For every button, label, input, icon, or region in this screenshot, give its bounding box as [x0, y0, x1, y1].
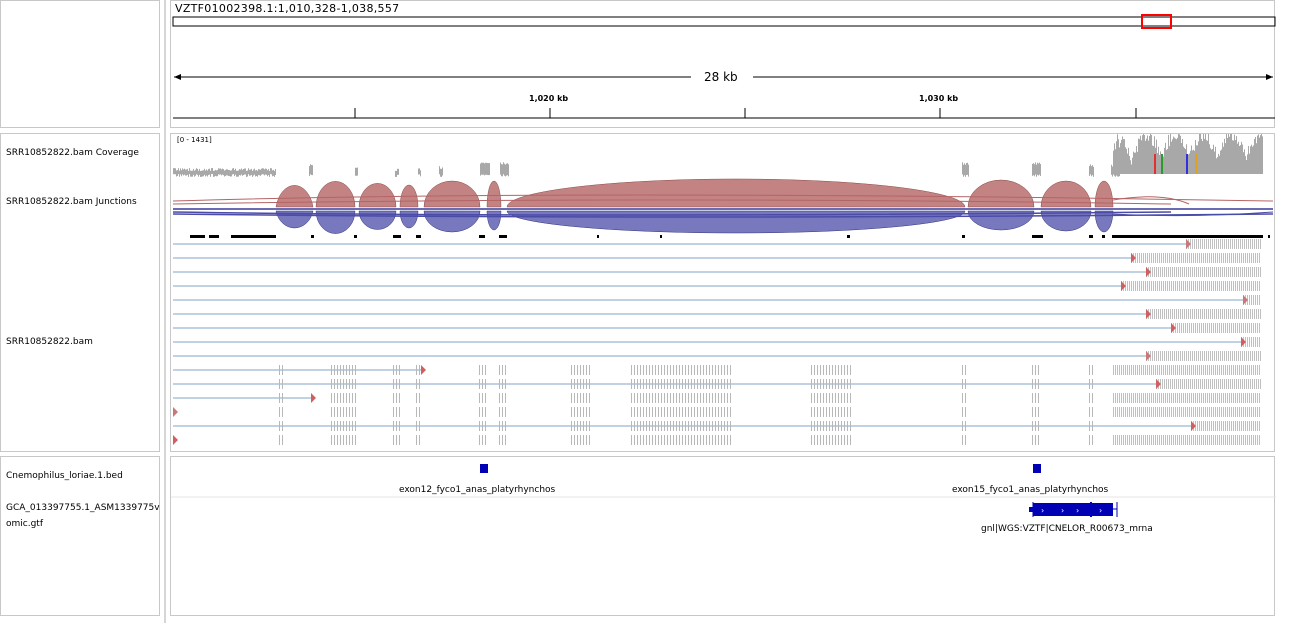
junction-arc-plus	[507, 179, 965, 207]
bed-feature-label-exon15: exon15_fyco1_anas_platyrhynchos	[952, 485, 1108, 495]
gtf-track-name-line2[interactable]: omic.gtf	[6, 519, 43, 529]
junction-arc-plus	[968, 180, 1034, 207]
bed-feature-exon15	[1033, 464, 1041, 473]
junction-arc-plus	[487, 181, 501, 207]
junction-arcs	[173, 179, 1273, 234]
ruler-graphics	[171, 1, 1276, 129]
feature-data-panel[interactable]: › › › › exon12_fyco1_anas_platyrhynchos …	[170, 456, 1275, 616]
ruler-panel: VZTF01002398.1:1,010,328-1,038,557 28 kb…	[170, 0, 1275, 128]
junction-arc-minus	[400, 211, 418, 228]
svg-text:›: ›	[1099, 506, 1102, 515]
panel-divider[interactable]	[164, 0, 166, 623]
feature-graphics: › › › ›	[171, 457, 1276, 617]
downsampled-intervals	[190, 235, 1270, 238]
junction-arc-plus	[359, 183, 396, 207]
junction-arc-minus	[487, 211, 501, 230]
feature-name-panel: Cnemophilus_loriae.1.bed GCA_013397755.1…	[0, 456, 160, 616]
gtf-track-name-line1[interactable]: GCA_013397755.1_ASM1339775v	[6, 503, 160, 513]
bed-track-name[interactable]: Cnemophilus_loriae.1.bed	[6, 471, 123, 481]
bed-feature-label-exon12: exon12_fyco1_anas_platyrhynchos	[399, 485, 555, 495]
junction-arc-minus	[1041, 211, 1091, 231]
tick-label-1030kb: 1,030 kb	[919, 94, 958, 103]
coverage-track-name[interactable]: SRR10852822.bam Coverage	[6, 148, 139, 158]
tick-label-1020kb: 1,020 kb	[529, 94, 568, 103]
junction-arc-minus	[1095, 211, 1113, 232]
span-label: 28 kb	[704, 70, 738, 84]
ruler-name-panel	[0, 0, 160, 128]
junction-arc-plus	[276, 185, 313, 207]
junctions-track-name[interactable]: SRR10852822.bam Junctions	[6, 197, 137, 207]
alignment-data-panel[interactable]: [0 - 1431]	[170, 133, 1275, 452]
alignment-track-name[interactable]: SRR10852822.bam	[6, 337, 93, 347]
alignment-graphics	[171, 134, 1275, 452]
svg-text:›: ›	[1041, 506, 1044, 515]
read-rows	[173, 239, 1261, 445]
svg-text:›: ›	[1076, 506, 1079, 515]
alignment-name-panel: SRR10852822.bam Coverage SRR10852822.bam…	[0, 133, 160, 452]
junction-arc-plus	[424, 181, 480, 207]
bed-feature-exon12	[480, 464, 488, 473]
gtf-feature-label: gnl|WGS:VZTF|CNELOR_R00673_mrna	[981, 524, 1153, 534]
gtf-transcript-feature: › › › ›	[1029, 502, 1117, 517]
junction-arc-plus	[316, 181, 355, 207]
coverage-histogram	[173, 134, 1263, 177]
svg-text:›: ›	[1061, 506, 1064, 515]
